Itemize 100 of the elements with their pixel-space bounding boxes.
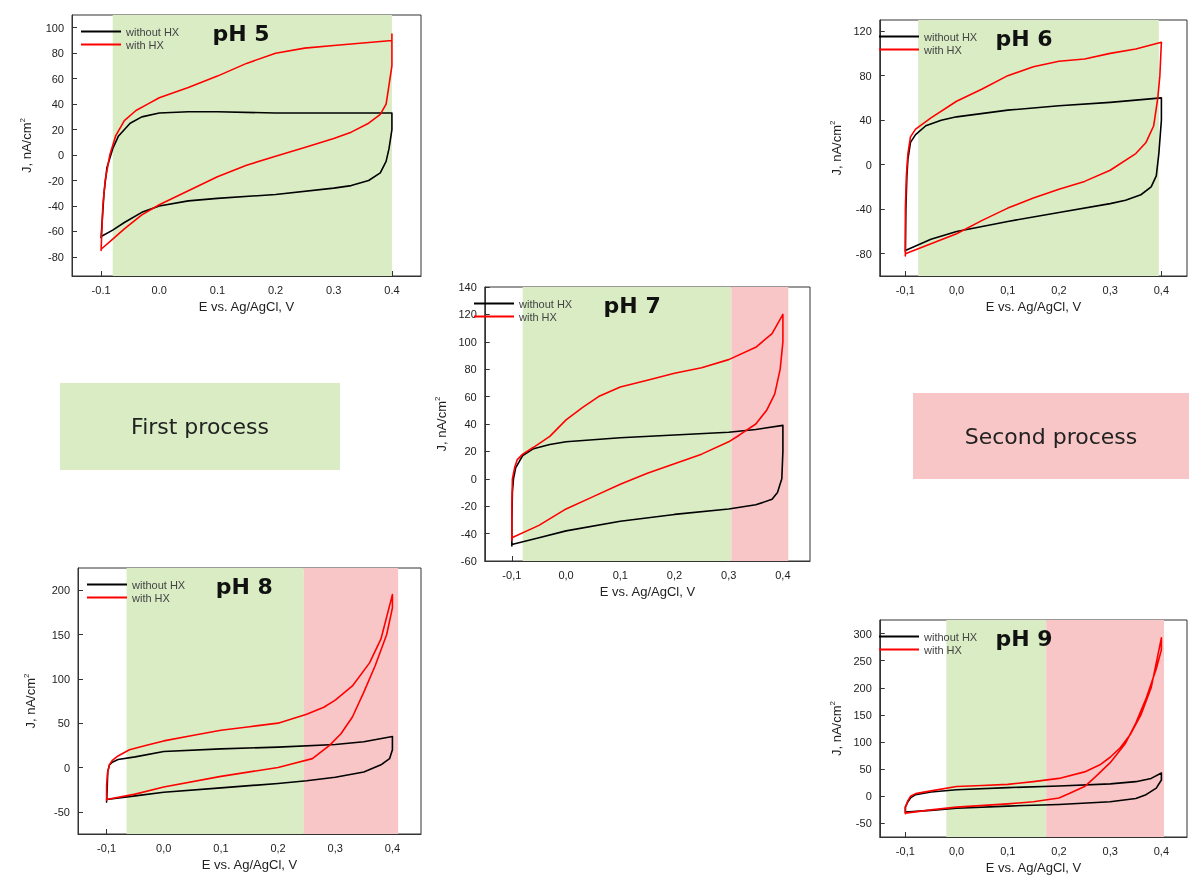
line-series — [511, 424, 784, 547]
legend-label: with HX — [131, 591, 171, 604]
y-tick-label: 40 — [464, 418, 477, 430]
x-tick-label: 0,0 — [156, 841, 172, 854]
x-tick-label: 0.0 — [151, 283, 167, 296]
x-tick-label: 0,4 — [384, 841, 401, 854]
y-tick-label: 140 — [458, 281, 477, 293]
y-tick-label: 40 — [51, 98, 64, 111]
y-tick-label: 40 — [859, 114, 872, 127]
x-tick-label: -0,1 — [502, 568, 522, 581]
y-axis-title: J, nA/cm2 — [17, 117, 34, 174]
y-tick-label: -40 — [460, 527, 477, 540]
line-series — [904, 97, 1163, 253]
legend-label: without HX — [125, 25, 180, 38]
legend-label: with HX — [518, 310, 558, 323]
x-tick-label: 0,4 — [1153, 844, 1170, 857]
x-tick-label: 0.3 — [326, 283, 342, 296]
legend-label: with HX — [923, 43, 963, 56]
x-tick-label: 0,2 — [666, 568, 683, 581]
line-series — [904, 772, 1163, 814]
line-series — [105, 735, 394, 803]
y-tick-label: 0 — [57, 149, 64, 162]
y-tick-label: 0 — [63, 761, 70, 774]
legend-label: with HX — [125, 38, 165, 51]
y-tick-label: -20 — [48, 174, 64, 187]
y-tick-label: 120 — [853, 25, 872, 38]
x-tick-label: 0,1 — [1000, 283, 1016, 296]
y-tick-label: -80 — [48, 250, 64, 263]
y-tick-label: -50 — [855, 817, 872, 830]
y-tick-label: 300 — [853, 627, 872, 640]
x-tick-label: -0,1 — [895, 844, 915, 857]
x-tick-label: 0.1 — [209, 283, 226, 296]
x-axis-title: E vs. Ag/AgCl, V — [985, 299, 1082, 314]
y-tick-label: 200 — [51, 584, 70, 597]
x-tick-label: 0,3 — [327, 841, 343, 854]
x-tick-label: 0,0 — [558, 568, 574, 581]
x-axis-title: E vs. Ag/AgCl, V — [198, 299, 295, 314]
x-tick-label: 0,4 — [1153, 283, 1170, 296]
x-tick-label: 0,1 — [612, 568, 628, 581]
x-tick-label: 0,3 — [1102, 283, 1118, 296]
legend-label: without HX — [923, 630, 978, 643]
y-tick-label: 100 — [853, 736, 872, 749]
y-tick-label: -80 — [855, 247, 872, 260]
text: First process — [60, 383, 340, 470]
y-tick-label: 100 — [45, 21, 64, 34]
y-tick-label: 100 — [51, 672, 70, 685]
x-tick-label: 0,0 — [948, 844, 965, 857]
y-tick-label: 150 — [51, 628, 70, 641]
y-axis-title: J, nA/cm2 — [827, 700, 844, 757]
y-axis-title: J, nA/cm2 — [21, 672, 38, 729]
x-tick-label: 0,1 — [1000, 844, 1016, 857]
x-tick-label: 0,0 — [948, 283, 965, 296]
line-series — [100, 110, 393, 239]
chart-title: pH 9 — [995, 625, 1053, 651]
y-tick-label: 200 — [853, 681, 872, 694]
y-axis-title: J, nA/cm2 — [827, 119, 844, 176]
y-tick-label: 120 — [458, 308, 477, 321]
legend-label: without HX — [131, 578, 186, 591]
x-tick-label: 0,3 — [721, 568, 737, 581]
x-axis-title: E vs. Ag/AgCl, V — [985, 860, 1082, 875]
y-tick-label: 0 — [865, 790, 872, 803]
y-tick-label: 0 — [865, 158, 872, 171]
y-tick-label: 50 — [859, 763, 872, 776]
x-tick-label: -0,1 — [895, 283, 915, 296]
y-tick-label: -40 — [48, 199, 64, 212]
x-axis-title: E vs. Ag/AgCl, V — [201, 857, 298, 872]
chart-title: pH 6 — [995, 25, 1053, 51]
x-axis-title: E vs. Ag/AgCl, V — [599, 584, 696, 599]
y-tick-label: 50 — [57, 717, 70, 730]
y-tick-label: 80 — [464, 363, 477, 376]
y-tick-label: -40 — [855, 203, 872, 216]
y-tick-label: 0 — [470, 472, 477, 485]
x-tick-label: 0,3 — [1102, 844, 1118, 857]
x-tick-label: 0,2 — [1051, 844, 1067, 857]
x-tick-label: 0.2 — [267, 283, 284, 296]
legend-label: without HX — [923, 30, 978, 43]
legend-label: with HX — [923, 643, 963, 656]
y-tick-label: 20 — [51, 123, 64, 136]
x-tick-label: 0.4 — [384, 283, 400, 296]
x-tick-label: 0,1 — [213, 841, 229, 854]
y-tick-label: -60 — [48, 225, 64, 238]
x-tick-label: 0,2 — [270, 841, 286, 854]
y-tick-label: -20 — [460, 500, 477, 513]
text: Second process — [913, 393, 1189, 479]
y-tick-label: 80 — [859, 69, 872, 82]
x-tick-label: -0.1 — [91, 283, 111, 296]
y-tick-label: 60 — [464, 390, 477, 403]
y-tick-label: 80 — [51, 47, 64, 60]
y-tick-label: 150 — [853, 708, 872, 721]
chart-title: pH 8 — [215, 573, 273, 599]
chart-title: pH 7 — [603, 292, 661, 318]
y-tick-label: -60 — [460, 555, 477, 567]
chart-title: pH 5 — [212, 20, 270, 46]
legend-label: without HX — [518, 297, 573, 310]
y-tick-label: 250 — [853, 654, 872, 667]
y-axis-title: J, nA/cm2 — [432, 395, 449, 452]
y-tick-label: -50 — [54, 805, 70, 818]
y-tick-label: 100 — [458, 335, 477, 348]
x-tick-label: -0,1 — [97, 841, 117, 854]
y-tick-label: 60 — [51, 72, 64, 85]
